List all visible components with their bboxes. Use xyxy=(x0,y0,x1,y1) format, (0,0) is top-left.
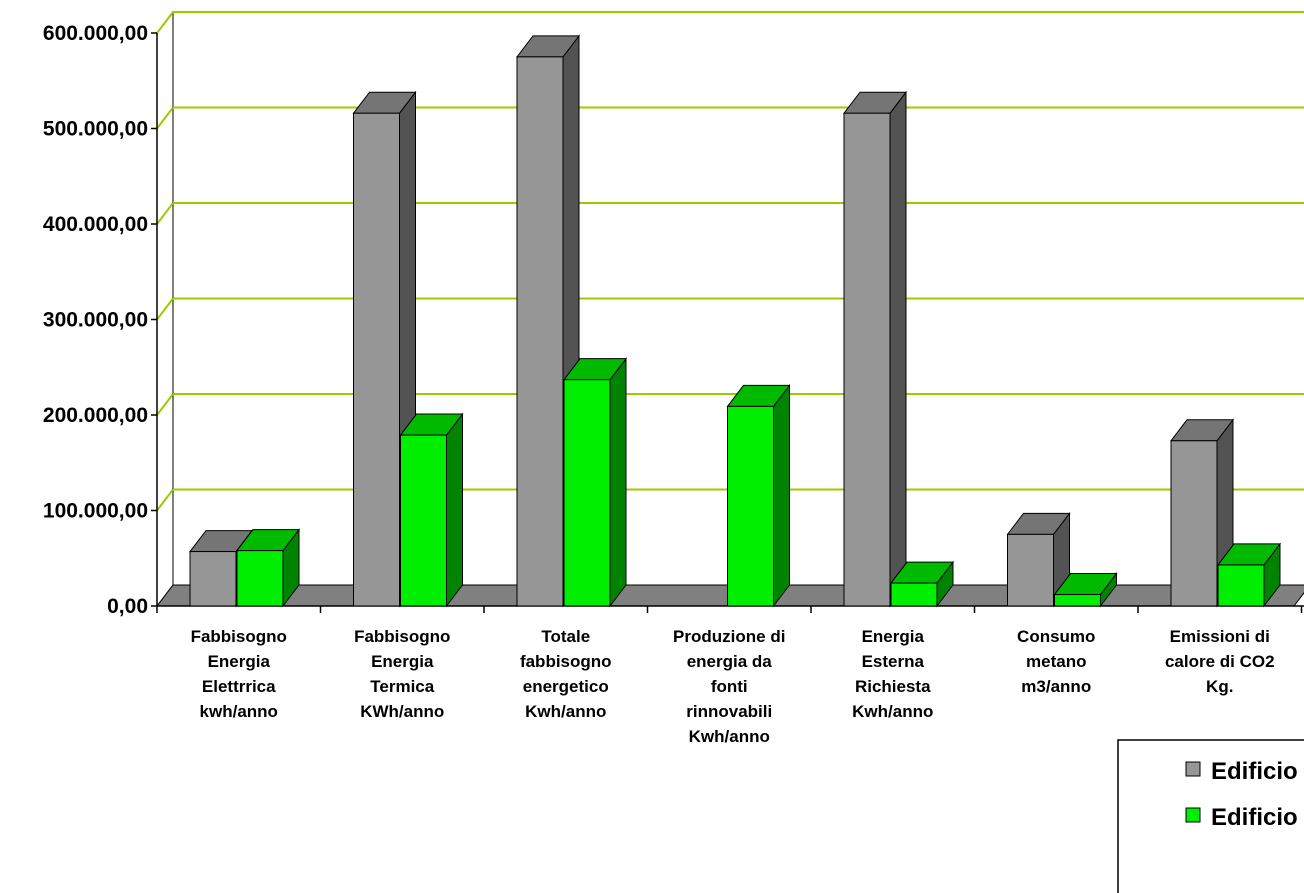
gridline-side xyxy=(156,297,174,321)
bar xyxy=(889,560,955,608)
bars xyxy=(188,34,1282,608)
y-tick-label: 0,00 xyxy=(107,595,148,618)
y-tick-label: 100.000,00 xyxy=(43,500,148,523)
bar xyxy=(235,528,301,608)
category-label: Emissioni di calore di CO2 Kg. xyxy=(1165,627,1275,696)
bar xyxy=(842,90,908,608)
legend-swatch-1 xyxy=(1185,807,1201,823)
legend-swatch-0 xyxy=(1185,761,1201,777)
legend-box xyxy=(1117,739,1304,893)
category-label: Fabbisogno Energia Termica KWh/anno xyxy=(354,627,450,721)
category-label: Totale fabbisogno energetico Kwh/anno xyxy=(520,627,612,721)
category-label: Energia Esterna Richiesta Kwh/anno xyxy=(852,627,933,721)
category-label: Produzione di energia da fonti rinnovabili K… xyxy=(673,627,785,746)
y-tick-label: 300.000,00 xyxy=(43,309,148,332)
bar xyxy=(562,357,628,608)
gridline-side xyxy=(156,202,174,225)
gridline-side xyxy=(156,488,174,512)
y-tick-label: 600.000,00 xyxy=(43,22,148,45)
category-label: Fabbisogno Energia Elettrrica kwh/anno xyxy=(191,627,287,721)
y-tick-label: 500.000,00 xyxy=(43,118,148,141)
y-axis: 0,00 100.000,00 200.000,00 300.000,00 400.00… xyxy=(43,22,158,618)
gridline-side xyxy=(156,393,174,416)
y-tick-label: 200.000,00 xyxy=(43,404,148,427)
y-tick-label: 400.000,00 xyxy=(43,213,148,236)
legend: Edificio Edificio xyxy=(1117,739,1304,893)
bar xyxy=(726,383,791,608)
category-label: Consumo metano m3/anno xyxy=(1017,627,1095,696)
gridline-side xyxy=(156,106,174,130)
legend-label-1: Edificio xyxy=(1211,804,1298,831)
x-axis: Fabbisogno Energia Elettrrica kwh/anno Fabbi… xyxy=(156,605,1304,746)
bar xyxy=(1216,542,1282,608)
bar xyxy=(399,412,464,608)
legend-label-0: Edificio xyxy=(1211,758,1298,785)
gridline-side xyxy=(156,11,174,34)
bar xyxy=(1053,572,1118,608)
